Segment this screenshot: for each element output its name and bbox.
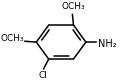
Text: OCH₃: OCH₃ <box>0 34 24 43</box>
Text: NH₂: NH₂ <box>98 39 117 49</box>
Text: OCH₃: OCH₃ <box>62 2 85 11</box>
Text: Cl: Cl <box>38 71 47 80</box>
